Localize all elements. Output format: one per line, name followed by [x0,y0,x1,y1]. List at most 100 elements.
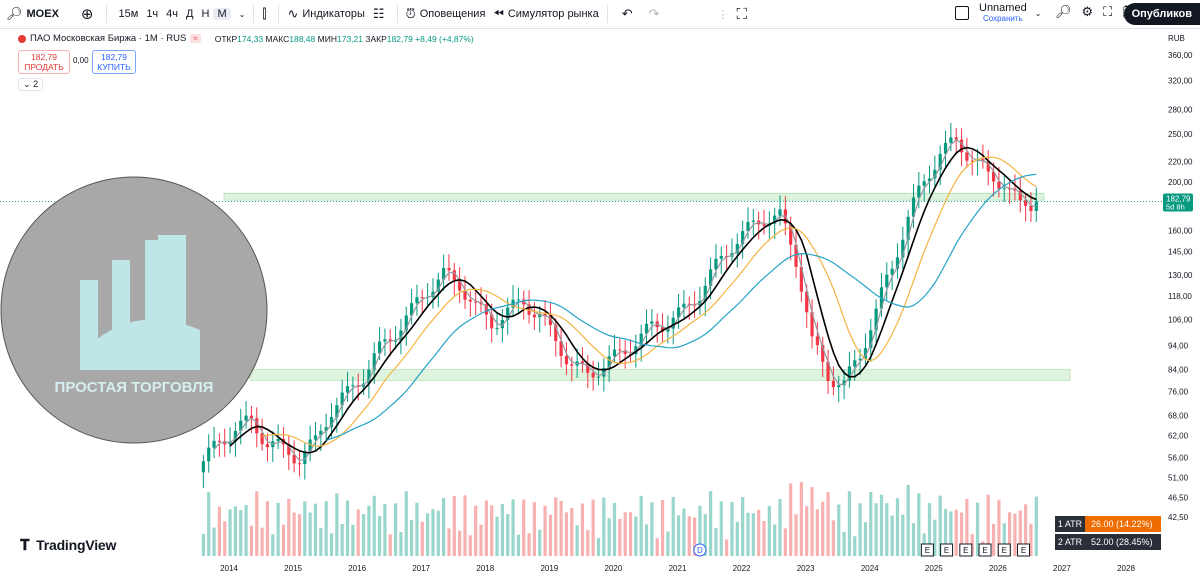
candle-body [516,299,520,301]
candle-body [623,350,627,354]
candle-body [655,321,659,328]
x-tick-label: 2019 [540,564,558,573]
candle-body [265,444,270,448]
candle-body [831,380,836,388]
candle-body [911,197,916,217]
candle-body [949,137,953,143]
search-icon[interactable]: 🔎︎ [1055,4,1072,19]
volume-bar [543,505,547,556]
volume-bar [917,493,921,556]
replay-button[interactable]: ⏪︎ Симулятор рынка [489,0,602,28]
volume-bar [986,494,990,556]
volume-bar [484,500,488,556]
volume-bar [490,505,494,556]
candle-body [527,304,531,315]
atr-label: 2 ATR [1055,534,1085,550]
candle-body [511,299,515,308]
candle-body [933,169,937,179]
drag-handle[interactable]: ⋮ [714,0,733,28]
volume-bar [564,512,569,556]
close-label: ЗАКР [365,33,387,44]
volume-bar [799,481,803,556]
volume-bar [628,512,633,556]
volume-bar [634,516,638,556]
candle-body [596,376,601,378]
chart-type-button[interactable]: ⫿ [258,0,274,28]
candle-body [255,418,259,434]
volume-bar [975,502,980,556]
candle-body [447,268,451,271]
undo-button[interactable]: ↶ [618,0,637,28]
volume-bar [276,502,280,556]
candle-body [559,341,563,356]
layout-name-button[interactable]: Unnamed Сохранить ⌄ [955,2,1041,24]
templates-button[interactable]: ☷ [369,0,393,28]
add-symbol-button[interactable]: ⊕ [77,0,102,28]
volume-bar [719,501,723,556]
interval-4[interactable]: Н [201,8,210,20]
candle-body [233,430,238,442]
volume-bar [506,514,510,556]
divider [105,5,107,23]
y-tick-label: 360,00 [1168,51,1193,60]
candle-body [842,380,846,386]
candle-body [1018,190,1022,201]
buy-button[interactable]: 182,79 КУПИТЬ [92,50,136,74]
volume-bar [367,505,371,556]
volume-bar [650,502,654,556]
frame-icon: ⛶ [736,5,748,23]
volume-bar [538,529,542,556]
volume-bar [789,483,793,556]
brand-name: TradingView [36,537,117,553]
symbol-search[interactable]: 🔎︎ MOEX [0,0,63,28]
watermark-text: ПРОСТАЯ ТОРГОВЛЯ [55,379,214,396]
candle-body [735,243,739,254]
interval-5[interactable]: М [213,8,231,20]
volume-bar [1034,496,1038,556]
fullscreen-select-button[interactable]: ⛶ [733,0,752,28]
volume-bar [233,506,238,556]
chevron-down-icon[interactable]: ⌄ [1034,8,1042,18]
candle-body [281,438,286,445]
volume-bar [372,495,376,556]
divider [396,5,398,23]
interval-2[interactable]: 4ч [166,8,179,20]
interval-0[interactable]: 15м [118,8,139,20]
candle-body [660,327,665,332]
redo-button[interactable]: ↷ [645,0,664,28]
candle-body [468,299,472,302]
candle-body [484,304,488,315]
volume-bar [997,500,1001,556]
candle-body [687,303,691,305]
interval-1[interactable]: 1ч [146,8,159,20]
interval-dropdown-button[interactable]: ⌄ [235,0,250,28]
volume-bar [271,534,275,556]
candle-body [650,321,654,324]
gear-icon[interactable]: ⚙︎ [1081,4,1094,19]
candle-body [442,268,446,280]
volume-bar [500,503,504,556]
fullscreen-icon[interactable]: ⛶ [1103,4,1113,19]
interval-3[interactable]: Д [186,8,194,20]
legend-title[interactable]: ПАО Московская Биржа · 1М · RUS [30,33,187,44]
tradingview-logo[interactable]: 𝐓 TradingView [20,537,116,554]
publish-button[interactable]: Опубликов [1123,3,1200,25]
volume-bar [783,528,787,556]
y-tick-label: 51,00 [1168,474,1189,483]
candle-body [463,290,467,300]
sell-button[interactable]: 182,79 ПРОДАТЬ [18,50,70,74]
volume-bar [452,495,456,556]
volume-bar [212,527,216,556]
indicators-collapse-button[interactable]: ⌄ 2 [18,78,44,91]
indicators-button[interactable]: ∿ Индикаторы [283,0,368,28]
alerts-button[interactable]: ⏰︎ Оповещения [402,0,490,28]
candle-body [329,417,334,428]
publish-label: Опубликов [1131,8,1192,20]
candle-body [970,160,974,162]
y-tick-label: 200,00 [1168,178,1193,187]
candle-body [906,216,910,240]
candle-body [335,405,339,418]
volume-bar [863,522,868,556]
candle-body [500,319,504,329]
